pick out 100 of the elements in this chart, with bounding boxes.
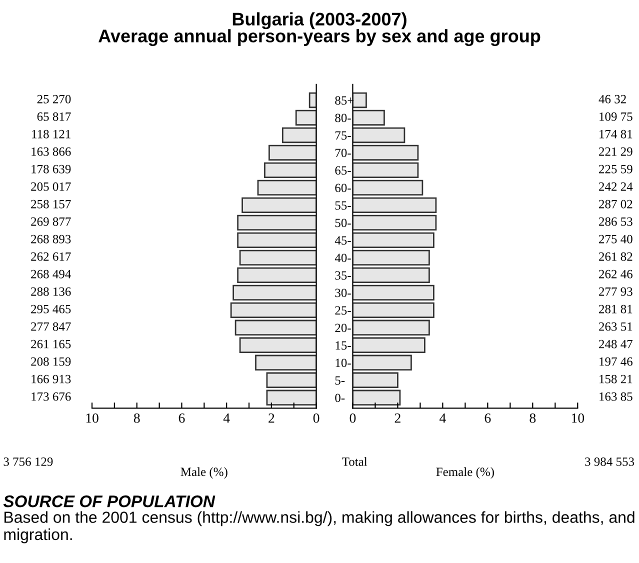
text: 118 121 (32, 130, 70, 138)
bar (352, 232, 434, 248)
text: 3 756 129 (4, 458, 53, 466)
x-tick-label: 4 (223, 414, 230, 423)
x-axis-title: Male (%) (180, 467, 228, 479)
text: 166 913 (32, 374, 71, 384)
text: 109 75 (600, 112, 632, 121)
text: 277 93 (599, 287, 632, 296)
x-tick-label: 2 (268, 413, 274, 423)
text: 158 21 (600, 374, 632, 384)
x-tick-label: 6 (484, 413, 491, 423)
text: 262 46 (599, 270, 632, 278)
text: 163 85 (600, 392, 632, 401)
text: 268 494 (31, 270, 71, 278)
text: 258 157 (31, 200, 71, 208)
bar (237, 267, 316, 284)
x-axis-title: Female (%) (436, 467, 494, 479)
text: 174 81 (600, 130, 632, 138)
bar (352, 390, 401, 406)
text: 288 136 (31, 287, 71, 296)
bar (237, 232, 316, 248)
y-tick-label: 40- (334, 254, 351, 262)
x-tick-label: 10 (572, 413, 584, 423)
chart-title: Bulgaria (2003-2007) (232, 12, 406, 30)
text: 295 465 (31, 304, 71, 314)
text: 178 639 (32, 164, 71, 174)
y-tick-label: 65- (335, 166, 351, 175)
bar (352, 372, 398, 388)
text: 261 165 (31, 340, 71, 348)
y-tick-label: 30- (335, 288, 351, 298)
bar (352, 214, 437, 231)
bar (352, 110, 385, 126)
y-tick-label: 35- (335, 271, 351, 280)
text: 221 29 (599, 147, 632, 156)
text: 286 53 (599, 217, 632, 226)
bar (264, 162, 316, 178)
y-tick-label: 15- (336, 341, 351, 350)
bar (352, 284, 434, 301)
text: 261 82 (599, 252, 632, 261)
bar (266, 372, 316, 388)
bar (234, 320, 316, 336)
bar (255, 354, 316, 371)
x-tick-label: 8 (530, 413, 536, 423)
y-tick-label: 0- (335, 394, 345, 402)
bar (352, 92, 367, 108)
text: 248 47 (599, 340, 633, 348)
y-tick-label: 20- (335, 324, 351, 332)
bar (352, 267, 430, 284)
bar (352, 354, 412, 371)
bar (295, 110, 316, 126)
text: Based on the 2001 census (http://www.nsi.bg/), making allowances for births, deaths, and migration. (4, 511, 634, 544)
y-tick-label: 70- (335, 148, 351, 158)
text: 277 847 (31, 322, 71, 331)
bar (266, 390, 316, 406)
text: 65 817 (37, 112, 71, 121)
text: 197 46 (600, 357, 632, 366)
text: 46 32 (598, 94, 626, 104)
text: 263 51 (599, 322, 632, 331)
x-tick-label: 6 (178, 413, 185, 423)
bar (268, 144, 316, 161)
text: 287 02 (599, 200, 632, 208)
bar (232, 284, 316, 301)
bar (352, 302, 434, 318)
y-tick-label: 10- (336, 358, 351, 368)
y-tick-label: 25- (335, 306, 351, 315)
source-note: SOURCE OF POPULATION (3, 495, 216, 508)
y-tick-label: 80- (335, 114, 351, 122)
y-tick-label: 75- (335, 131, 351, 140)
text: 25 270 (37, 94, 71, 104)
bar (239, 337, 316, 354)
x-tick-label: 4 (440, 414, 446, 423)
y-tick-label: 45- (334, 236, 351, 245)
bar (282, 127, 316, 144)
y-tick-label: 5- (335, 376, 345, 385)
x-tick-label: 2 (394, 413, 400, 423)
x-tick-label: 8 (134, 413, 140, 423)
y-tick-label: 60- (335, 184, 351, 192)
text: 242 24 (599, 182, 633, 191)
text: 275 40 (599, 234, 632, 244)
text: 268 893 (31, 234, 71, 244)
bar (239, 250, 316, 266)
chart-subtitle: Average annual person-years by sex and age group (98, 29, 540, 46)
bar (352, 144, 419, 161)
bar (237, 214, 316, 231)
text: 3 984 553 (585, 457, 634, 466)
text: 163 866 (32, 147, 71, 156)
text: 269 877 (31, 217, 71, 226)
y-tick-label: 55- (335, 201, 351, 210)
text: Total (342, 457, 368, 466)
bar (230, 302, 316, 318)
bar (352, 320, 430, 336)
bar (352, 197, 437, 214)
bar (352, 162, 419, 178)
x-tick-label: 0 (313, 413, 320, 423)
x-tick-label: 10 (86, 413, 98, 423)
text: 205 017 (31, 182, 71, 191)
text: 262 617 (31, 252, 71, 261)
y-tick-label: 50- (335, 218, 351, 228)
bar (242, 197, 316, 214)
bar (257, 180, 316, 196)
